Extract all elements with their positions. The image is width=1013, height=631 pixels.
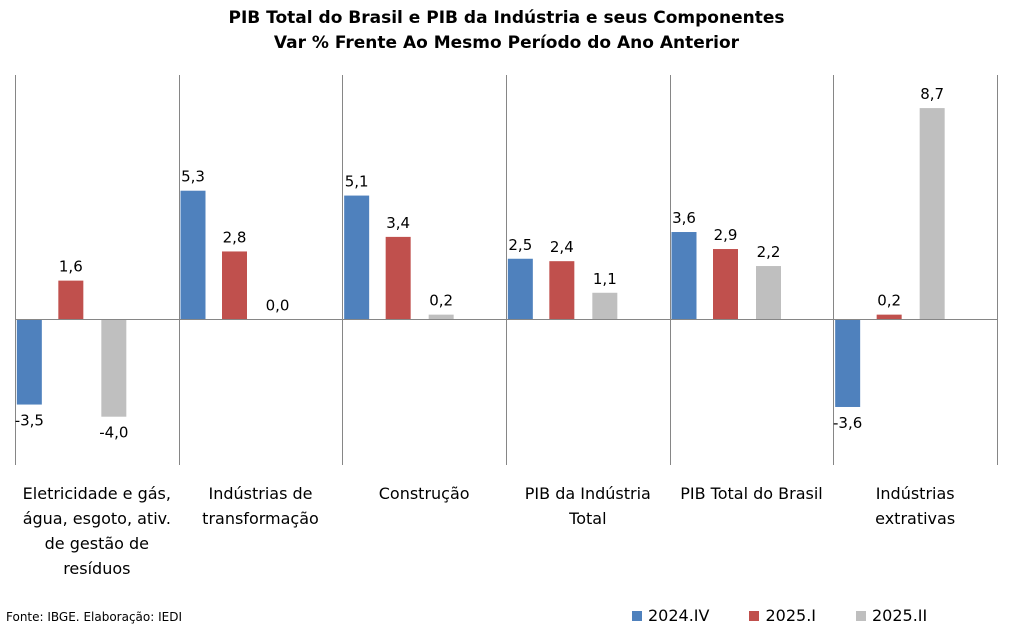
category-label-line: extrativas <box>875 509 956 528</box>
data-label: -3,6 <box>833 414 862 432</box>
bar-2025.I-5 <box>876 314 902 320</box>
bar-2025.II-0 <box>101 319 127 417</box>
data-label: 3,6 <box>672 209 696 227</box>
data-label: 0,0 <box>266 297 290 315</box>
bar-2025.I-0 <box>58 280 84 320</box>
bar-2025.I-3 <box>549 261 575 320</box>
data-label: 0,2 <box>877 292 901 310</box>
bar-2025.I-1 <box>222 251 247 320</box>
chart-title-line-2: Var % Frente Ao Mesmo Período do Ano Ant… <box>273 33 740 53</box>
legend-swatch <box>749 610 760 621</box>
legend-swatch <box>856 610 866 621</box>
data-label: 2,5 <box>508 236 532 254</box>
category-label: PIB da Indústria Total <box>498 481 678 531</box>
data-label: -4,0 <box>99 424 128 442</box>
category-label: Construção <box>334 481 514 506</box>
bar-2025.I-4 <box>713 249 738 320</box>
chart-title: PIB Total do Brasil e PIB da Indústria e… <box>0 6 1013 56</box>
bar-2024.IV-4 <box>671 232 697 320</box>
bar-2024.IV-2 <box>344 195 370 320</box>
data-label: 1,1 <box>593 270 617 288</box>
category-label-line: transformação <box>202 509 319 528</box>
data-label: 5,1 <box>345 173 369 191</box>
bar-2025.II-3 <box>592 292 618 320</box>
category-label-line: Indústrias <box>875 484 955 503</box>
legend-label: 2024.IV <box>648 606 710 625</box>
data-label: 5,3 <box>181 168 205 186</box>
legend-swatch <box>632 610 642 621</box>
legend: 2024.IV 2025.I 2025.II <box>632 606 967 625</box>
category-label-line: PIB Total do Brasil <box>680 484 823 503</box>
category-label-line: água, esgoto, ativ. <box>22 509 171 528</box>
bar-2024.IV-5 <box>835 319 861 407</box>
data-label: 8,7 <box>920 85 944 103</box>
source-note: Fonte: IBGE. Elaboração: IEDI <box>6 610 183 624</box>
category-label-line: PIB da Indústria <box>524 484 651 503</box>
category-label-line: de gestão de <box>44 534 150 553</box>
data-label: -3,5 <box>15 412 44 430</box>
data-label: 2,8 <box>223 228 247 246</box>
bar-2024.IV-1 <box>180 190 206 320</box>
category-label: Indústrias de transformação <box>171 481 351 531</box>
bar-2025.II-4 <box>756 266 781 320</box>
category-label-line: Total <box>569 509 607 528</box>
data-label: 1,6 <box>59 258 83 276</box>
category-label: PIB Total do Brasil <box>662 481 842 506</box>
legend-item: 2025.I <box>749 606 816 625</box>
category-label: Eletricidade e gás, água, esgoto, ativ. de… <box>7 481 187 581</box>
category-label-line: Indústrias de <box>208 484 313 503</box>
category-label-line: resíduos <box>63 559 131 578</box>
bar-2025.II-5 <box>919 108 945 320</box>
bar-2024.IV-3 <box>507 258 533 320</box>
legend-item: 2025.II <box>856 606 927 625</box>
data-label: 3,4 <box>386 214 410 232</box>
category-label: Indústrias extrativas <box>825 481 1005 531</box>
data-label: 2,9 <box>714 226 738 244</box>
category-label-line: Eletricidade e gás, <box>22 484 171 503</box>
bar-2025.II-2 <box>428 314 454 320</box>
legend-label: 2025.I <box>765 606 816 625</box>
bar-2024.IV-0 <box>16 319 42 405</box>
bar-2025.I-2 <box>385 236 411 320</box>
data-label: 0,2 <box>429 292 453 310</box>
legend-label: 2025.II <box>872 606 928 625</box>
legend-item: 2024.IV <box>632 606 709 625</box>
chart-title-line-1: PIB Total do Brasil e PIB da Indústria e… <box>228 8 785 28</box>
data-label: 2,2 <box>757 243 781 261</box>
category-label-line: Construção <box>378 484 470 503</box>
data-label: 2,4 <box>550 238 574 256</box>
